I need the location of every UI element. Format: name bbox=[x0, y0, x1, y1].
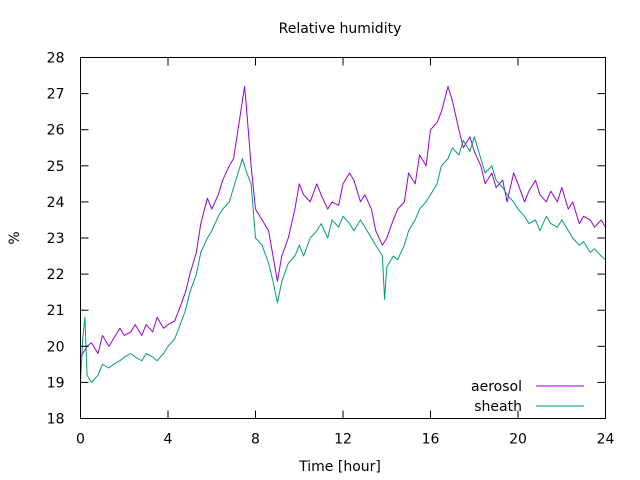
series-line-sheath bbox=[80, 136, 606, 383]
y-axis-label: % bbox=[7, 231, 23, 244]
x-tick-label: 4 bbox=[164, 432, 173, 448]
x-tick-label: 0 bbox=[76, 432, 85, 448]
y-tick-label: 26 bbox=[47, 123, 65, 139]
series-line-aerosol bbox=[80, 85, 606, 358]
legend: aerosol sheath bbox=[471, 379, 584, 415]
x-tick-label: 12 bbox=[334, 432, 352, 448]
legend-label-aerosol: aerosol bbox=[471, 379, 522, 395]
tick-layer: 0 4 8 12 16 20 24 18 19 20 21 22 23 24 25 26 27 28 bbox=[47, 51, 615, 448]
x-tick-label: 8 bbox=[251, 432, 260, 448]
x-axis-label: Time [hour] bbox=[298, 459, 381, 475]
series-layer bbox=[80, 85, 606, 383]
x-tick-label: 20 bbox=[509, 432, 527, 448]
y-tick-label: 19 bbox=[47, 375, 65, 391]
y-tick-label: 25 bbox=[47, 159, 65, 175]
x-tick-label: 24 bbox=[597, 432, 615, 448]
chart-title: Relative humidity bbox=[279, 21, 402, 37]
y-tick-label: 22 bbox=[47, 267, 65, 283]
y-tick-label: 23 bbox=[47, 231, 65, 247]
legend-label-sheath: sheath bbox=[474, 399, 522, 415]
y-tick-label: 27 bbox=[47, 87, 65, 103]
y-tick-label: 28 bbox=[47, 51, 65, 67]
y-tick-label: 24 bbox=[47, 195, 65, 211]
plot-frame bbox=[80, 57, 606, 419]
x-tick-label: 16 bbox=[422, 432, 440, 448]
y-tick-label: 21 bbox=[47, 303, 65, 319]
y-tick-label: 18 bbox=[47, 412, 65, 428]
y-tick-label: 20 bbox=[47, 339, 65, 355]
